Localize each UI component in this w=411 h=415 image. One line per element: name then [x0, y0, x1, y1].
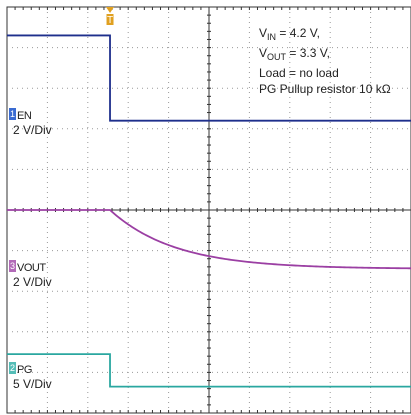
- en-trace: [7, 34, 411, 122]
- channel-vout-badge: 3: [9, 260, 16, 272]
- channel-en-label: 1 EN: [9, 108, 32, 122]
- pg-trace: [7, 353, 411, 388]
- trigger-marker: T: [106, 7, 115, 26]
- channel-pg-badge: 2: [9, 362, 16, 374]
- trigger-label: T: [107, 15, 113, 26]
- channel-en-badge: 1: [9, 108, 16, 120]
- channel-pg-label: 2 PG: [9, 362, 32, 376]
- channel-vout-label: 3 VOUT: [9, 260, 46, 274]
- channel-vout-scale: 2 V/Div: [13, 275, 52, 289]
- trigger-arrow: [106, 7, 115, 13]
- trigger-badge: [106, 14, 114, 25]
- test-conditions: VIN = 4.2 V, VOUT = 3.3 V, Load = no loa…: [259, 25, 391, 97]
- channel-en-scale: 2 V/Div: [13, 123, 52, 137]
- vout-trace: [7, 209, 411, 270]
- load-condition: Load = no load: [259, 66, 339, 80]
- pullup-condition: PG Pullup resistor 10 kΩ: [259, 82, 391, 96]
- vin-condition: VIN = 4.2 V,: [259, 26, 320, 42]
- vout-condition: VOUT = 3.3 V,: [259, 46, 330, 62]
- trace-group: [7, 34, 411, 388]
- channel-pg-scale: 5 V/Div: [13, 377, 52, 391]
